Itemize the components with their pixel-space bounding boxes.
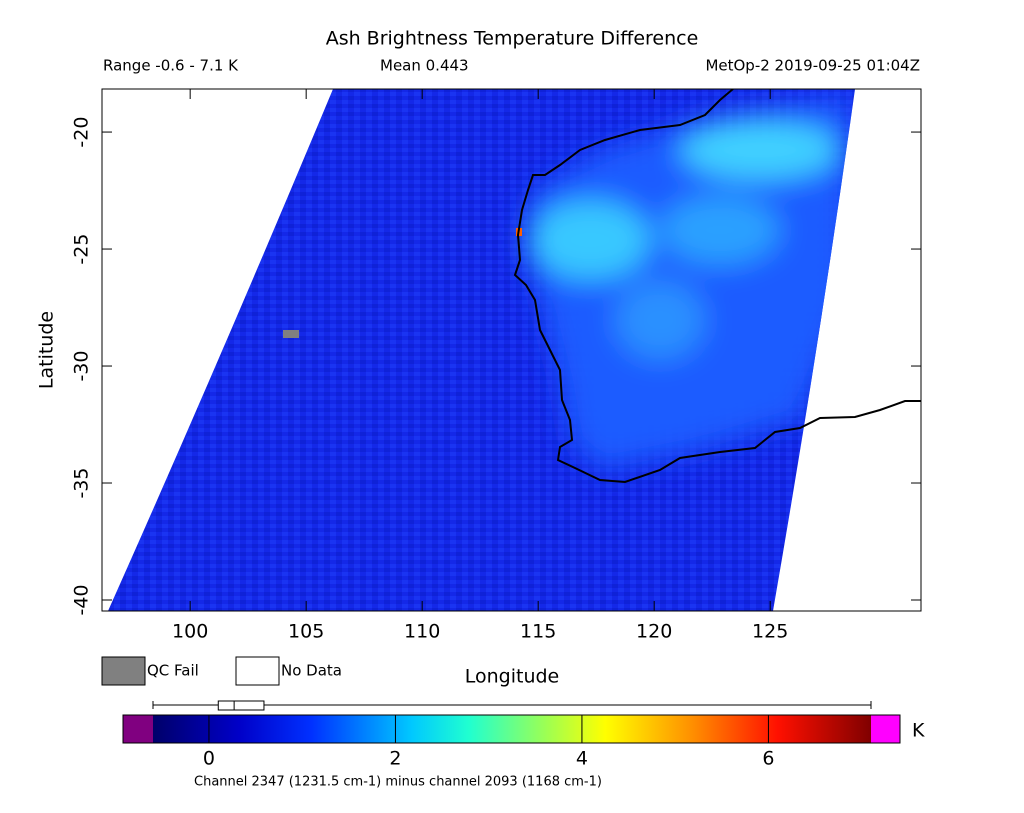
y-axis-label: Latitude	[36, 311, 58, 389]
legend-swatch	[101, 656, 146, 686]
legend-label: QC Fail	[147, 662, 199, 680]
x-axis-label: Longitude	[465, 666, 560, 688]
title: Ash Brightness Temperature Difference	[326, 28, 699, 50]
y-tick-label: -20	[71, 117, 93, 148]
colorbar-unit: K	[912, 720, 925, 742]
caption: Channel 2347 (1231.5 cm-1) minus channel…	[194, 775, 602, 790]
x-tick-label: 125	[752, 621, 788, 643]
plot-frame	[101, 88, 922, 612]
swath	[108, 89, 855, 611]
colorbar-tick-label: 4	[576, 748, 588, 770]
colorbar-frame	[122, 714, 901, 744]
colorbar-tick-label: 0	[203, 748, 215, 770]
colorbar-scale	[153, 715, 871, 743]
mean-label: Mean 0.443	[380, 57, 469, 75]
qc-fail-pixel	[283, 330, 299, 338]
x-tick-label: 105	[288, 621, 324, 643]
legend-swatch	[235, 656, 280, 686]
y-tick-label: -30	[71, 351, 93, 382]
satellite-label: MetOp-2 2019-09-25 01:04Z	[705, 57, 920, 75]
x-tick-label: 100	[172, 621, 208, 643]
colorbar-over	[871, 715, 900, 743]
box	[217, 700, 265, 711]
y-tick-label: -35	[71, 467, 93, 498]
x-tick-label: 120	[636, 621, 672, 643]
map	[108, 89, 921, 611]
y-tick-label: -25	[71, 234, 93, 265]
land-signal	[525, 95, 850, 470]
legend-label: No Data	[281, 662, 342, 680]
x-tick-label: 115	[520, 621, 556, 643]
colorbar-tick-label: 2	[389, 748, 401, 770]
y-tick-label: -40	[71, 584, 93, 615]
colorbar-tick-label: 6	[762, 748, 774, 770]
x-tick-label: 110	[404, 621, 440, 643]
colorbar-under	[123, 715, 153, 743]
range-label: Range -0.6 - 7.1 K	[103, 57, 239, 75]
coastline	[513, 89, 921, 484]
